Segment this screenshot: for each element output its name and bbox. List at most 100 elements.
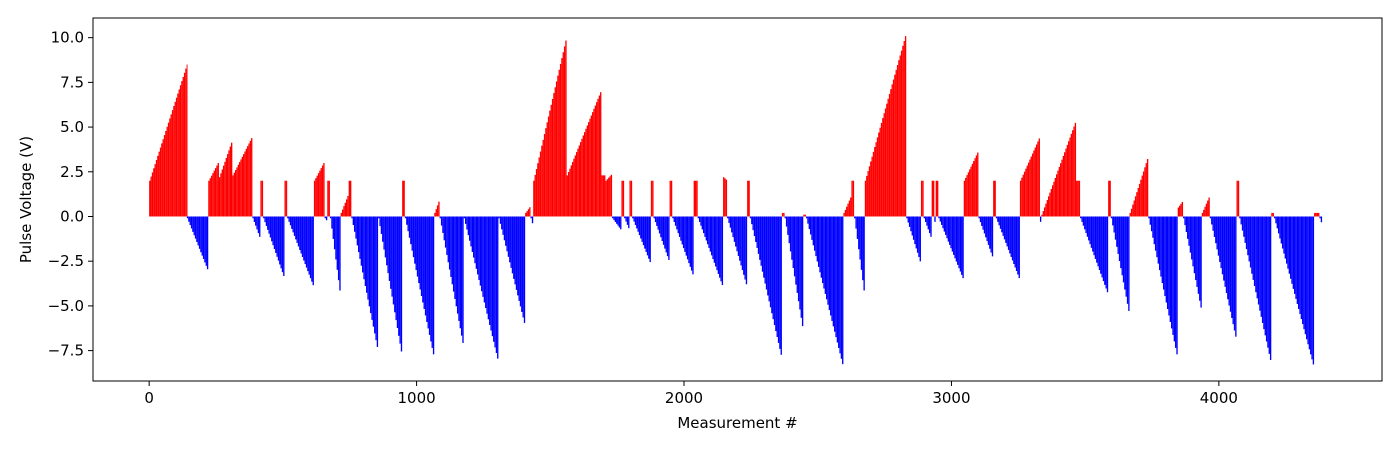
- bar-positive-20: [438, 201, 440, 217]
- bar-positive-71: [1138, 183, 1141, 217]
- bar-negative-80: [1280, 216, 1282, 244]
- bar-positive-66: [1049, 192, 1051, 217]
- bar-negative-9: [309, 216, 312, 279]
- bar-positive-8: [285, 180, 288, 217]
- bar-negative-76: [1221, 216, 1224, 275]
- bar-positive-45: [781, 212, 784, 217]
- bar-negative-53: [918, 216, 920, 258]
- bar-positive-71: [1132, 204, 1134, 217]
- bar-negative-53: [912, 216, 915, 240]
- bar-positive-20: [436, 205, 439, 217]
- bar-positive-26: [549, 110, 551, 217]
- bar-negative-74: [1195, 216, 1197, 281]
- bar-negative-16: [372, 216, 375, 327]
- bar-positive-64: [1027, 162, 1030, 217]
- bar-negative-72: [1150, 216, 1153, 232]
- bar-positive-27: [600, 92, 602, 217]
- bar-positive-4: [237, 164, 240, 217]
- bar-positive-71: [1133, 200, 1135, 217]
- bar-negative-80: [1288, 216, 1291, 274]
- bar-negative-40: [712, 216, 714, 260]
- bar-positive-58: [935, 180, 937, 217]
- bar-positive-52: [867, 171, 869, 217]
- bar-negative-19: [414, 216, 416, 264]
- bar-negative-78: [1260, 216, 1262, 317]
- bar-negative-42: [743, 216, 745, 275]
- bar-negative-59: [942, 216, 944, 229]
- bar-positive-64: [1038, 138, 1040, 217]
- bar-negative-38: [690, 216, 693, 271]
- bar-negative-80: [1275, 216, 1277, 224]
- bar-positive-52: [871, 156, 873, 217]
- bar-positive-28: [604, 175, 606, 217]
- bar-series: [149, 36, 1323, 365]
- bar-positive-73: [1180, 203, 1182, 217]
- bar-negative-63: [999, 216, 1002, 229]
- bar-positive-52: [899, 55, 901, 217]
- bar-positive-71: [1136, 192, 1138, 217]
- bar-positive-4: [232, 175, 234, 217]
- bar-negative-48: [823, 216, 825, 289]
- bar-negative-80: [1302, 216, 1304, 325]
- bar-negative-23: [513, 216, 515, 279]
- bar-positive-0: [169, 118, 171, 217]
- bar-negative-48: [826, 216, 828, 300]
- bar-negative-9: [305, 216, 308, 268]
- bar-positive-10: [313, 180, 316, 217]
- bar-negative-63: [1018, 216, 1020, 279]
- bar-negative-11: [324, 216, 326, 219]
- bar-negative-16: [352, 216, 355, 226]
- bar-positive-52: [878, 132, 880, 217]
- bar-negative-80: [1295, 216, 1297, 299]
- bar-positive-18: [403, 180, 405, 217]
- bar-positive-64: [1035, 144, 1038, 217]
- bar-negative-72: [1171, 216, 1173, 329]
- bar-negative-63: [1017, 216, 1019, 275]
- bar-negative-16: [367, 216, 369, 300]
- bar-positive-33: [630, 180, 633, 217]
- bar-positive-60: [971, 163, 974, 217]
- bar-negative-1: [196, 216, 198, 243]
- bar-negative-44: [779, 216, 781, 349]
- bar-negative-74: [1189, 216, 1192, 253]
- bar-negative-48: [809, 216, 812, 235]
- bar-negative-19: [418, 216, 420, 284]
- bar-positive-66: [1051, 185, 1054, 217]
- bar-positive-20: [434, 212, 436, 217]
- bar-negative-38: [674, 216, 677, 226]
- bar-positive-4: [248, 143, 250, 217]
- bar-positive-27: [594, 105, 597, 217]
- bar-negative-74: [1187, 216, 1189, 239]
- bar-positive-15: [350, 180, 352, 217]
- bar-positive-0: [185, 68, 187, 217]
- bar-negative-16: [351, 216, 353, 219]
- bar-negative-46: [796, 216, 798, 293]
- bar-negative-23: [517, 216, 519, 296]
- bar-negative-22: [486, 216, 488, 314]
- bar-negative-48: [807, 216, 809, 224]
- bar-negative-21: [454, 216, 456, 299]
- bar-positive-26: [557, 75, 559, 217]
- bar-negative-59: [941, 216, 943, 225]
- bar-negative-5: [253, 216, 256, 222]
- bar-negative-30: [617, 216, 619, 226]
- bar-negative-44: [756, 216, 758, 248]
- bar-negative-21: [443, 216, 445, 241]
- bar-positive-69: [1108, 180, 1110, 217]
- bar-negative-42: [728, 216, 730, 223]
- bar-negative-70: [1116, 216, 1118, 247]
- bar-negative-21: [450, 216, 452, 277]
- bar-negative-5: [252, 216, 254, 219]
- bar-negative-72: [1154, 216, 1157, 251]
- bar-negative-61: [979, 216, 982, 223]
- bar-negative-22: [475, 216, 478, 269]
- bar-negative-22: [473, 216, 475, 258]
- bar-negative-36: [662, 216, 665, 245]
- bar-positive-52: [876, 137, 879, 217]
- bar-negative-76: [1232, 216, 1234, 325]
- bar-positive-49: [843, 212, 845, 217]
- bar-negative-78: [1265, 216, 1268, 342]
- bar-negative-59: [951, 216, 954, 252]
- bar-positive-0: [181, 81, 183, 217]
- bar-positive-52: [890, 89, 892, 217]
